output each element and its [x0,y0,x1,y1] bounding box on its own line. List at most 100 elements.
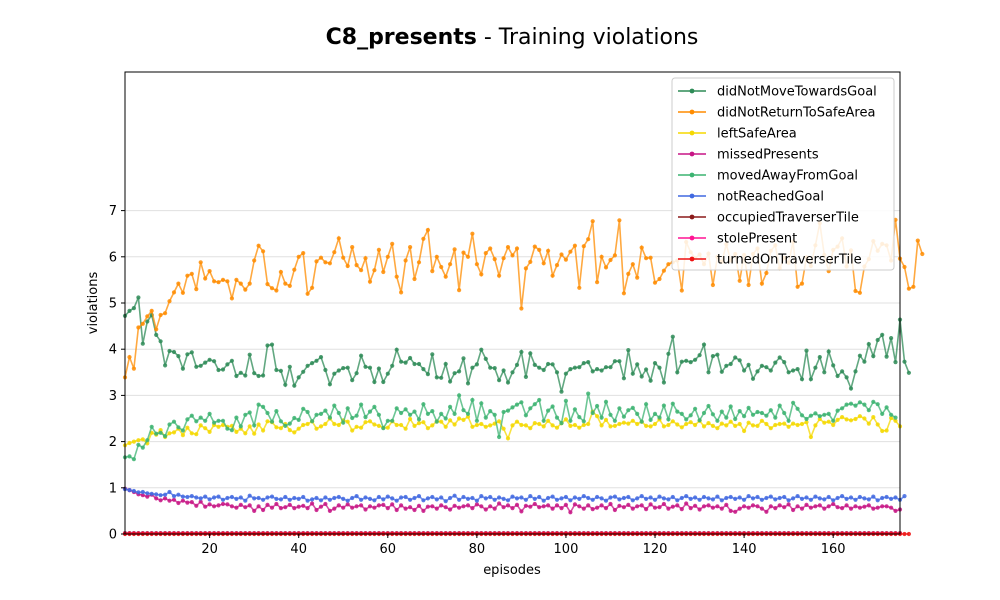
data-point [866,497,871,502]
data-point [813,411,818,416]
data-point [577,365,582,370]
data-point [145,314,150,319]
data-point [617,497,622,502]
data-point [577,415,582,420]
data-point [733,509,738,514]
data-point [256,504,261,509]
data-point [817,355,822,360]
data-point [234,496,239,501]
data-point [519,495,524,500]
data-point [359,402,364,407]
data-point [323,367,328,373]
data-point [443,499,448,504]
data-point [644,507,649,512]
data-point [238,424,243,429]
data-point [728,494,733,500]
data-point [840,415,845,420]
data-point [265,495,270,500]
y-tick-label: 1 [109,481,117,496]
data-point [243,505,248,510]
data-point [519,422,524,428]
data-point [657,494,662,499]
data-point [479,494,484,499]
legend-swatch-marker [689,235,695,241]
data-point [813,365,818,370]
data-point [773,497,778,502]
data-point [318,355,324,360]
data-point [341,496,346,501]
data-point [750,376,756,381]
data-point [127,440,132,446]
data-point [443,361,448,367]
data-point [336,422,341,428]
data-point [759,506,765,511]
data-point [363,507,368,512]
x-axis-label: episodes [483,563,541,578]
data-point [323,260,328,265]
data-point [537,505,542,510]
data-point [497,419,502,424]
data-point [893,418,898,423]
data-point [857,414,863,419]
data-point [559,252,564,257]
y-tick-label: 4 [109,343,117,358]
data-point [350,428,355,433]
data-point [617,421,622,427]
data-point [252,431,257,436]
data-point [657,276,662,282]
data-point [381,426,386,431]
data-point [581,494,586,499]
data-point [345,498,350,503]
data-point [550,423,555,428]
data-point [372,422,377,427]
data-point [171,497,177,502]
data-point [906,531,912,537]
data-point [252,371,257,376]
data-point [265,282,270,287]
data-point [715,418,720,423]
data-point [372,498,377,503]
data-point [163,496,168,501]
data-point [283,494,288,500]
data-point [488,246,493,251]
data-point [136,442,141,447]
data-point [505,245,511,250]
data-point [412,507,417,513]
data-point [332,403,337,408]
data-point [283,505,288,510]
data-point [505,408,511,413]
data-point [229,358,234,363]
data-point [185,352,190,357]
data-point [354,263,359,268]
data-point [287,421,292,426]
data-point [452,503,457,508]
data-point [639,374,644,379]
data-point [737,278,742,283]
data-point [203,418,208,423]
data-point [336,236,341,241]
data-point [501,256,506,261]
data-point [537,494,542,500]
data-point [403,506,408,511]
data-point [381,502,386,507]
data-point [639,494,644,499]
data-point [189,431,194,436]
data-point [822,497,827,502]
data-point [176,500,181,506]
data-point [367,496,373,501]
data-point [154,496,159,501]
data-point [497,434,502,440]
data-point [439,264,444,270]
data-point [857,400,863,405]
data-point [425,426,430,431]
data-point [448,404,453,409]
data-point [603,265,609,270]
data-point [185,500,190,505]
data-point [252,508,257,513]
data-point [474,362,479,367]
data-point [269,342,275,347]
gridlines [125,210,900,535]
data-point [532,496,537,501]
data-point [791,421,796,426]
data-point [546,418,551,423]
